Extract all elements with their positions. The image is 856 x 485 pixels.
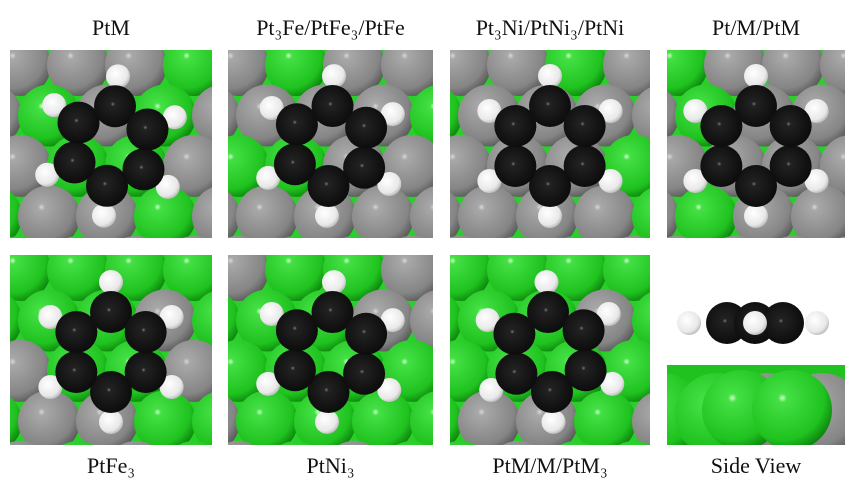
atom xyxy=(276,103,318,145)
figure: PtM Pt₃Fe/PtFe₃/PtFe Pt₃Ni/PtNi₃/PtNi Pt/M/… xyxy=(0,0,856,485)
atom xyxy=(178,0,240,46)
atom xyxy=(495,353,537,395)
atom xyxy=(400,0,462,46)
atom xyxy=(617,0,679,46)
panel-label: Pt₃Ni/PtNi₃/PtNi xyxy=(476,15,625,40)
atom xyxy=(163,441,225,485)
atom xyxy=(221,441,283,485)
atom xyxy=(322,64,346,88)
atom xyxy=(18,0,80,46)
atom xyxy=(410,0,472,46)
atom xyxy=(527,291,569,333)
atom xyxy=(276,309,318,351)
atom xyxy=(494,145,536,187)
atom xyxy=(371,441,433,485)
atom xyxy=(574,185,636,247)
atom xyxy=(352,185,414,247)
atom xyxy=(125,311,167,353)
atom xyxy=(99,270,123,294)
atom xyxy=(54,141,96,183)
atom xyxy=(0,0,22,46)
atom xyxy=(805,311,829,335)
atom xyxy=(134,0,196,46)
atom xyxy=(564,105,606,147)
atom xyxy=(538,64,562,88)
atom xyxy=(92,204,116,228)
atom xyxy=(55,351,97,393)
atom xyxy=(149,441,211,485)
atom xyxy=(531,371,573,413)
atom xyxy=(192,0,254,46)
atom xyxy=(322,270,346,294)
atom xyxy=(791,0,853,46)
atom xyxy=(849,185,856,247)
atom xyxy=(274,143,316,185)
atom xyxy=(538,204,562,228)
panel-label: Pt₃Fe/PtFe₃/PtFe xyxy=(256,15,405,40)
atom xyxy=(700,145,742,187)
atom xyxy=(744,204,768,228)
panel-label: Pt/M/PtM xyxy=(712,15,800,40)
atom xyxy=(58,102,100,144)
panel-label: PtM/M/PtM₃ xyxy=(492,453,607,478)
atom xyxy=(458,185,520,247)
atom xyxy=(126,109,168,151)
atom xyxy=(541,410,565,434)
atom xyxy=(315,410,339,434)
panel-label: PtFe₃ xyxy=(87,453,135,478)
atom xyxy=(345,313,387,355)
atom xyxy=(770,105,812,147)
atom xyxy=(381,441,443,485)
panel-label: PtNi₃ xyxy=(306,453,354,478)
atom xyxy=(791,185,853,247)
atom xyxy=(675,185,737,247)
panel xyxy=(620,255,856,457)
atom xyxy=(849,0,856,46)
atom xyxy=(207,441,269,485)
atom xyxy=(743,311,767,335)
atom xyxy=(603,441,665,485)
atom xyxy=(18,185,80,247)
atom xyxy=(236,185,298,247)
atom xyxy=(563,309,605,351)
atom xyxy=(744,64,768,88)
panel-label: Side View xyxy=(711,453,802,478)
atom xyxy=(315,204,339,228)
atom xyxy=(632,0,694,46)
atom xyxy=(343,353,385,395)
atom xyxy=(849,84,856,146)
atom xyxy=(345,107,387,149)
atom xyxy=(677,311,701,335)
panel-label: PtM xyxy=(92,15,130,40)
atom xyxy=(122,148,164,190)
atom xyxy=(99,410,123,434)
atom xyxy=(106,64,130,88)
atom xyxy=(274,349,316,391)
atom xyxy=(752,370,832,450)
atom xyxy=(762,302,804,344)
atom xyxy=(343,147,385,189)
atom xyxy=(0,441,51,485)
atom xyxy=(535,270,559,294)
atom xyxy=(429,441,491,485)
